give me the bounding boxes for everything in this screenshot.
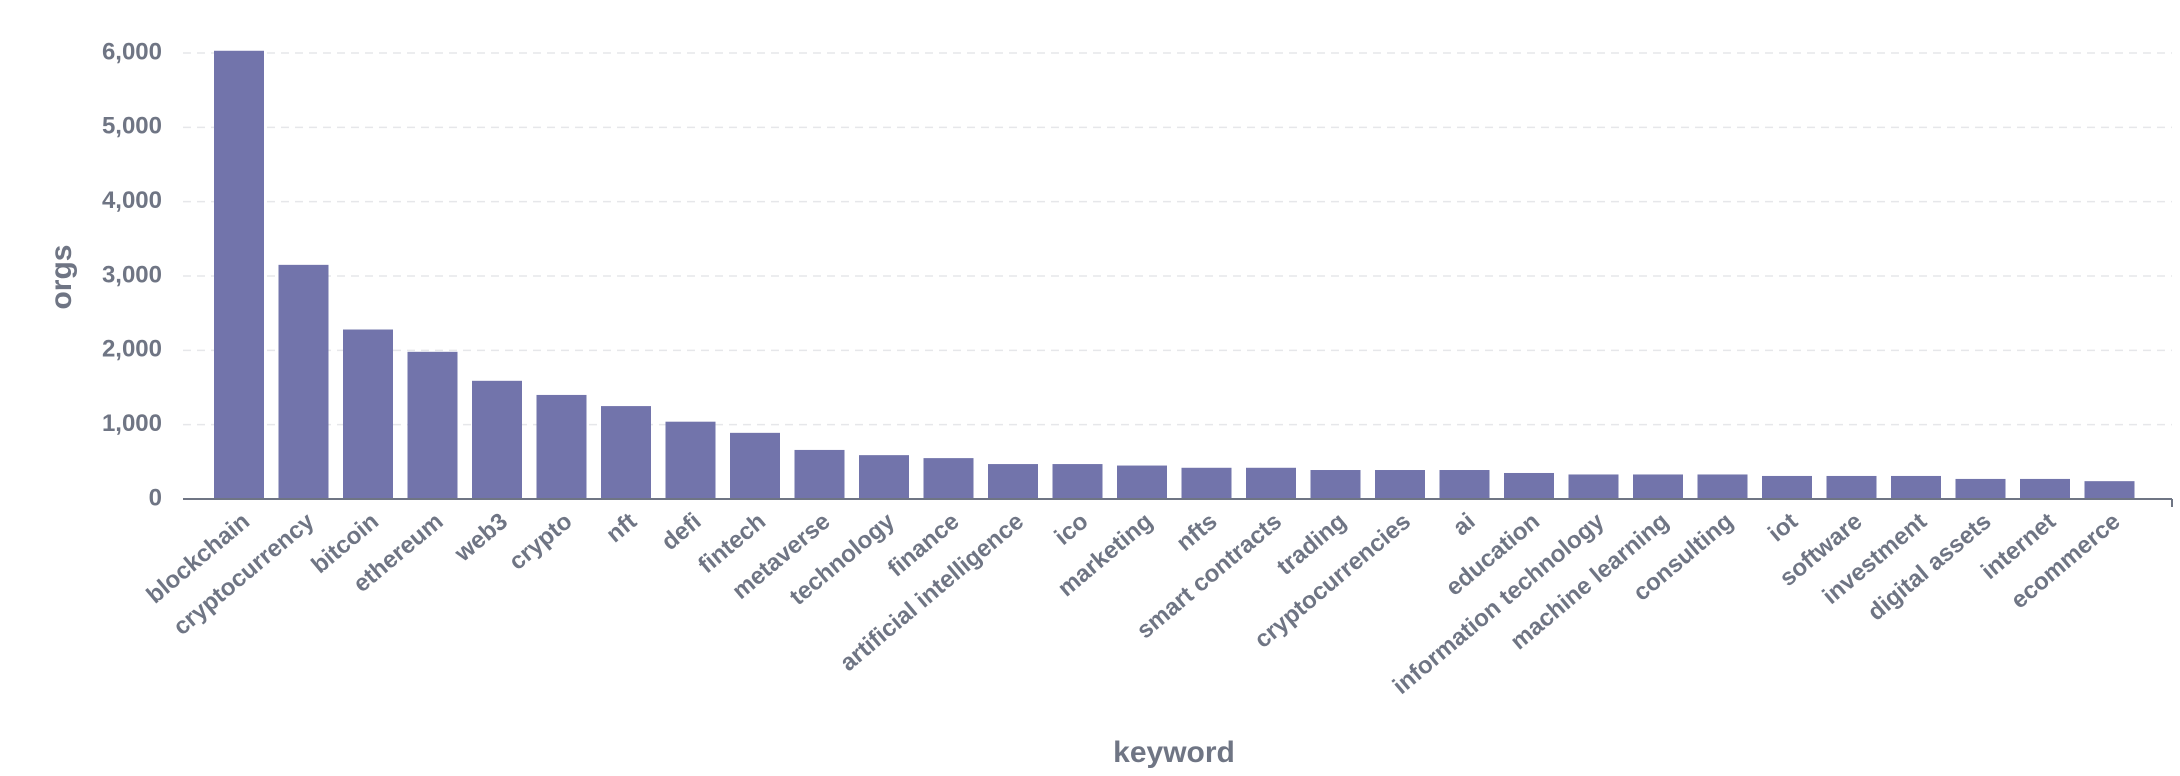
x-axis-title: keyword	[1113, 736, 1235, 769]
x-tick-label: ai	[1448, 508, 1481, 542]
y-axis-title: orgs	[45, 244, 78, 309]
bar	[1891, 475, 1941, 499]
x-tick-label: nfts	[1171, 508, 1222, 557]
bar	[536, 394, 587, 499]
bar	[1826, 475, 1877, 499]
bar	[2084, 481, 2135, 499]
x-tick-label: defi	[656, 508, 706, 556]
bar	[1181, 467, 1232, 499]
bar	[601, 406, 651, 499]
bar	[1117, 465, 1167, 499]
bar	[923, 458, 974, 499]
bar	[472, 380, 522, 499]
bar	[988, 464, 1038, 499]
bar	[1697, 474, 1748, 499]
bar	[407, 351, 458, 499]
bar	[1568, 474, 1619, 499]
bar	[1955, 478, 2006, 499]
x-tick-label: crypto	[504, 508, 578, 576]
bar	[1246, 467, 1296, 499]
y-tick-label: 5,000	[102, 113, 162, 140]
bar	[1439, 470, 1490, 499]
bar	[343, 329, 393, 499]
y-tick-label: 6,000	[102, 38, 162, 65]
x-tick-label: web3	[449, 508, 513, 568]
bar	[1375, 470, 1425, 499]
bar	[1633, 474, 1683, 499]
y-tick-label: 2,000	[102, 336, 162, 363]
y-tick-label: 3,000	[102, 261, 162, 288]
bar	[1762, 475, 1812, 499]
bar	[859, 455, 909, 499]
bar	[214, 50, 264, 500]
bar	[2020, 478, 2070, 499]
y-tick-label: 1,000	[102, 410, 162, 437]
bar	[665, 421, 716, 499]
y-tick-label: 4,000	[102, 187, 162, 214]
y-tick-label: 0	[149, 484, 162, 511]
x-tick-label: iot	[1763, 508, 1803, 548]
bar	[1310, 470, 1361, 499]
bar	[730, 432, 780, 499]
x-tick-label: nft	[601, 508, 642, 548]
bar	[794, 449, 845, 499]
bar	[278, 264, 329, 499]
bar	[1504, 472, 1554, 499]
bar	[1052, 464, 1103, 499]
x-tick-label: ico	[1050, 508, 1094, 551]
